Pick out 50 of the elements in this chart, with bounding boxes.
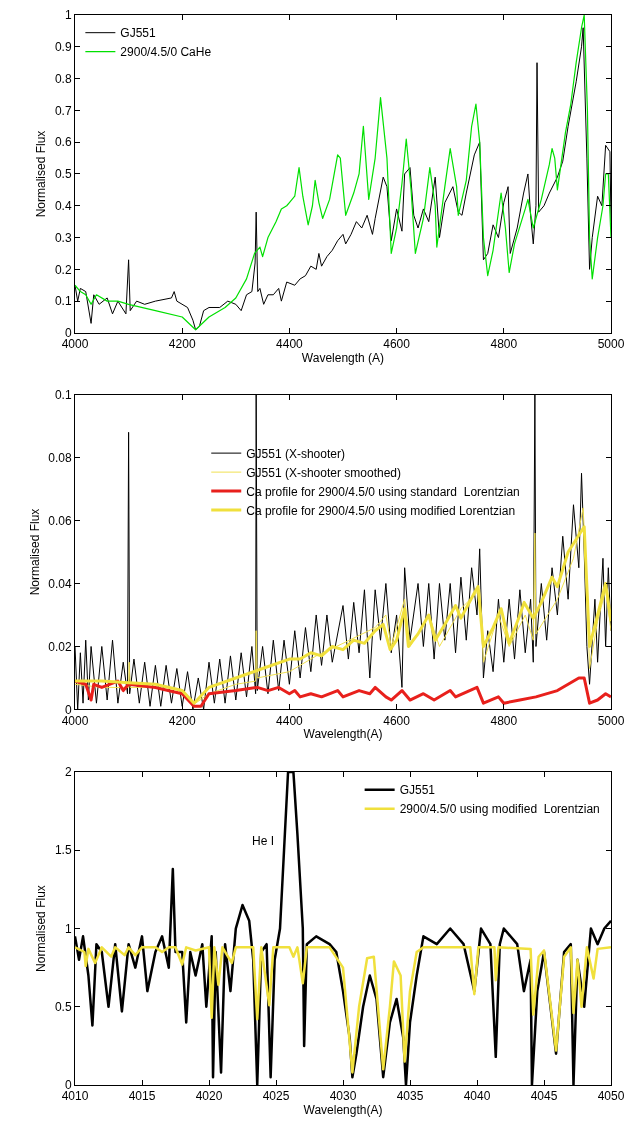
x-tick-label: 4800 — [490, 713, 518, 728]
y-tick-label: 2 — [64, 765, 72, 780]
x-tick-label: 4050 — [597, 1089, 625, 1104]
y-tick-label: 0.6 — [54, 135, 72, 150]
x-axis-title: Wavelength(A) — [303, 726, 383, 741]
y-tick-label: 0.5 — [54, 167, 72, 182]
legend-label: 2900/4.5/0 using modified Lorentzian — [399, 802, 600, 817]
x-tick-label: 5000 — [597, 713, 625, 728]
x-tick-label: 4200 — [168, 337, 196, 352]
y-tick-label: 0.3 — [54, 230, 72, 245]
y-tick-label: 0.04 — [48, 576, 72, 591]
x-tick-label: 4025 — [262, 1089, 290, 1104]
annotation: He I — [252, 834, 275, 848]
x-tick-label: 4020 — [195, 1089, 223, 1104]
y-axis-title: Normalised Flux — [27, 508, 42, 596]
y-tick-label: 0.1 — [54, 294, 72, 309]
x-tick-label: 4010 — [61, 1089, 89, 1104]
x-tick-label: 4000 — [61, 337, 89, 352]
x-tick-label: 4800 — [490, 337, 518, 352]
x-tick-label: 4015 — [128, 1089, 156, 1104]
y-tick-label: 0.9 — [54, 39, 72, 54]
x-tick-label: 4600 — [383, 337, 411, 352]
x-tick-label: 4400 — [276, 713, 304, 728]
x-tick-label: 4045 — [530, 1089, 558, 1104]
y-tick-label: 1 — [64, 921, 72, 936]
y-tick-label: 0.08 — [48, 450, 72, 465]
y-tick-label: 0.5 — [54, 999, 72, 1014]
x-tick-label: 4035 — [396, 1089, 424, 1104]
y-tick-label: 0.4 — [54, 198, 72, 213]
x-tick-label: 4040 — [463, 1089, 491, 1104]
x-tick-label: 4200 — [168, 713, 196, 728]
y-tick-label: 0.06 — [48, 513, 72, 528]
y-axis-title: Normalised Flux — [34, 130, 49, 218]
y-tick-label: 0.2 — [54, 262, 72, 277]
x-tick-label: 4400 — [276, 337, 304, 352]
legend-label: 2900/4.5/0 CaHe — [120, 45, 212, 60]
legend-label: GJ551 — [120, 26, 157, 41]
x-tick-label: 4030 — [329, 1089, 357, 1104]
y-tick-label: 0.02 — [48, 639, 72, 654]
legend-label: GJ551 — [399, 783, 436, 798]
x-tick-label: 4600 — [383, 713, 411, 728]
y-tick-label: 1 — [64, 8, 72, 23]
y-tick-label: 0.7 — [54, 103, 72, 118]
y-axis-title: Normalised Flux — [34, 885, 49, 972]
x-axis-title: Wavelength(A) — [303, 1103, 383, 1118]
y-tick-label: 0.1 — [54, 387, 72, 402]
x-axis-title: Wavelength (A) — [301, 351, 385, 366]
y-tick-label: 0.8 — [54, 71, 72, 86]
y-tick-label: 1.5 — [54, 843, 72, 858]
x-tick-label: 5000 — [597, 337, 625, 352]
